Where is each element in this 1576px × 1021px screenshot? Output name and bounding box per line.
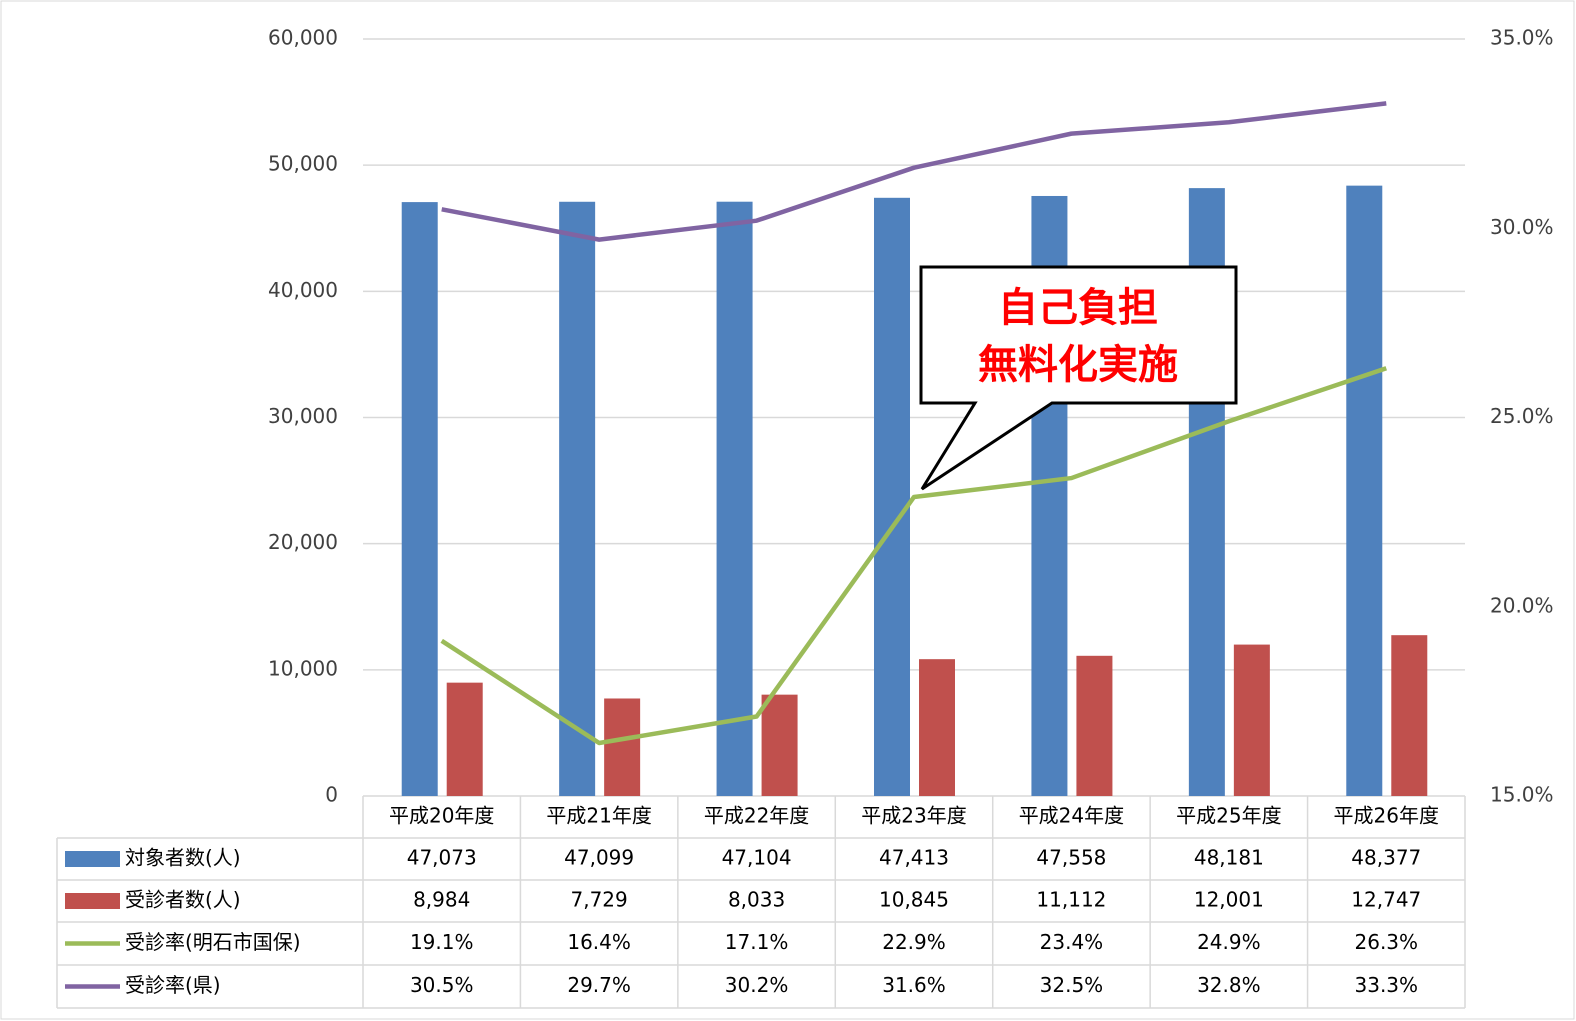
table-value: 47,413: [879, 846, 949, 870]
table-value: 22.9%: [882, 930, 946, 954]
table-value: 48,181: [1194, 846, 1264, 870]
legend-label: 対象者数(人): [125, 846, 241, 870]
table-value: 23.4%: [1040, 930, 1104, 954]
x-tick-label: 平成21年度: [546, 804, 651, 828]
legend-swatch: [65, 851, 120, 867]
bar: [1233, 644, 1270, 796]
bar: [1391, 635, 1428, 796]
table-value: 16.4%: [567, 930, 631, 954]
bar: [716, 201, 753, 796]
y2-tick-label: 25.0%: [1490, 404, 1554, 428]
y-tick-label: 10,000: [268, 656, 338, 680]
table-value: 47,073: [407, 846, 477, 870]
bar: [1076, 655, 1113, 796]
line-series: [441, 101, 1387, 242]
bar: [604, 698, 641, 796]
table-value: 47,558: [1036, 846, 1106, 870]
callout-text: 無料化実施: [978, 342, 1178, 388]
y2-tick-label: 20.0%: [1490, 593, 1554, 617]
callout-text: 自己負担: [998, 285, 1158, 331]
y2-tick-label: 15.0%: [1490, 783, 1554, 807]
x-tick-label: 平成24年度: [1019, 804, 1124, 828]
table-value: 24.9%: [1197, 930, 1261, 954]
x-tick-label: 平成25年度: [1176, 804, 1281, 828]
bar: [761, 694, 798, 796]
table-value: 33.3%: [1355, 973, 1419, 997]
x-tick-label: 平成23年度: [861, 804, 966, 828]
bar: [446, 682, 483, 796]
table-value: 48,377: [1351, 846, 1421, 870]
bar: [559, 201, 596, 796]
table-value: 17.1%: [725, 930, 789, 954]
bar: [919, 659, 955, 796]
bar: [401, 202, 438, 797]
legend-label: 受診率(県): [125, 973, 221, 997]
table-value: 8,984: [413, 888, 470, 912]
y-tick-label: 50,000: [268, 152, 338, 176]
y2-tick-label: 30.0%: [1490, 215, 1554, 239]
legend-label: 受診率(明石市国保): [125, 930, 301, 954]
table-value: 30.5%: [410, 973, 474, 997]
y-tick-label: 0: [325, 783, 338, 807]
table-value: 31.6%: [882, 973, 946, 997]
table-value: 10,845: [879, 888, 949, 912]
y-tick-label: 60,000: [268, 26, 338, 50]
table-value: 12,001: [1194, 888, 1264, 912]
callout-box: [919, 265, 1238, 491]
y2-tick-label: 35.0%: [1490, 26, 1554, 50]
table-value: 47,104: [722, 846, 792, 870]
bar: [874, 197, 910, 797]
line-series: [440, 366, 1388, 746]
table-value: 32.5%: [1040, 973, 1104, 997]
y-tick-label: 40,000: [268, 278, 338, 302]
legend-swatch: [65, 893, 120, 909]
y-tick-label: 30,000: [268, 404, 338, 428]
x-tick-label: 平成20年度: [389, 804, 494, 828]
bar: [1346, 185, 1383, 796]
legend-label: 受診者数(人): [125, 888, 241, 912]
table-value: 32.8%: [1197, 973, 1261, 997]
x-tick-label: 平成22年度: [704, 804, 809, 828]
table-value: 26.3%: [1355, 930, 1419, 954]
table-value: 12,747: [1351, 888, 1421, 912]
table-value: 7,729: [571, 888, 628, 912]
table-value: 29.7%: [567, 973, 631, 997]
table-value: 11,112: [1036, 888, 1106, 912]
y-tick-label: 20,000: [268, 530, 338, 554]
table-value: 47,099: [564, 846, 634, 870]
table-value: 19.1%: [410, 930, 474, 954]
table-value: 30.2%: [725, 973, 789, 997]
table-value: 8,033: [728, 888, 785, 912]
x-tick-label: 平成26年度: [1334, 804, 1439, 828]
